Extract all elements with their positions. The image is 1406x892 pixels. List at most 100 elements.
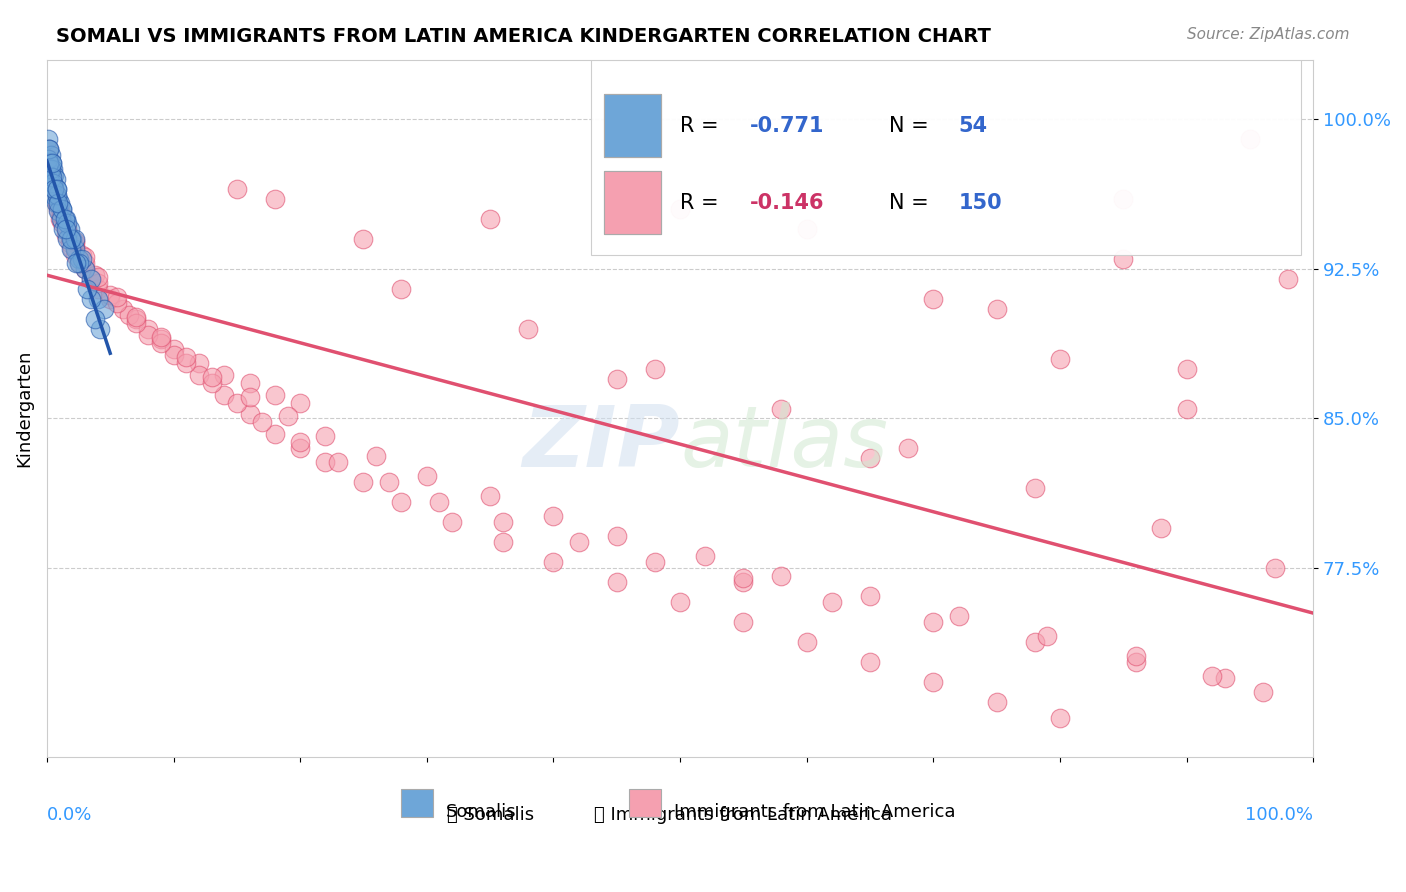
Point: [38, 142, 60, 156]
Point: [288, 435, 311, 450]
Point: [225, 182, 247, 196]
Point: [644, 361, 666, 376]
Text: 150: 150: [959, 193, 1002, 212]
Point: [733, 571, 755, 585]
Point: [922, 674, 945, 689]
Point: [73, 256, 96, 270]
Point: [1112, 192, 1135, 206]
Point: [1175, 361, 1198, 376]
Point: [859, 589, 882, 603]
Point: [1264, 561, 1286, 575]
Text: R =: R =: [681, 193, 725, 212]
Text: SOMALI VS IMMIGRANTS FROM LATIN AMERICA KINDERGARTEN CORRELATION CHART: SOMALI VS IMMIGRANTS FROM LATIN AMERICA …: [56, 27, 991, 45]
Point: [821, 595, 844, 609]
FancyBboxPatch shape: [630, 789, 661, 817]
Point: [80, 292, 103, 306]
Point: [53, 212, 76, 227]
Text: 54: 54: [959, 116, 988, 136]
Point: [1024, 634, 1046, 648]
Point: [669, 202, 692, 216]
Point: [38, 142, 60, 156]
Point: [366, 450, 388, 464]
Point: [46, 196, 69, 211]
Point: [51, 202, 73, 216]
Point: [543, 555, 565, 569]
Point: [84, 268, 107, 282]
Point: [733, 574, 755, 589]
Point: [225, 395, 247, 409]
Point: [770, 401, 793, 416]
Point: [1277, 272, 1299, 286]
Point: [212, 387, 235, 401]
Point: [162, 342, 184, 356]
Point: [733, 615, 755, 629]
Point: [51, 202, 73, 216]
Point: [55, 222, 77, 236]
Point: [1239, 132, 1261, 146]
Text: ⬜ Somalis: ⬜ Somalis: [447, 806, 534, 824]
Point: [56, 232, 79, 246]
Point: [41, 176, 63, 190]
Point: [174, 350, 197, 364]
Point: [1125, 648, 1147, 663]
Point: [63, 235, 86, 250]
Point: [1251, 684, 1274, 698]
Point: [86, 282, 108, 296]
Text: ZIP: ZIP: [523, 402, 681, 485]
Point: [73, 262, 96, 277]
Point: [45, 196, 67, 211]
Point: [46, 204, 69, 219]
Point: [39, 168, 62, 182]
Point: [63, 240, 86, 254]
Point: [37, 142, 59, 156]
Point: [1213, 671, 1236, 685]
Point: [73, 250, 96, 264]
Point: [59, 222, 82, 236]
Point: [162, 348, 184, 362]
Point: [38, 168, 60, 182]
Text: R =: R =: [681, 116, 725, 136]
Point: [276, 409, 298, 424]
Point: [52, 222, 75, 236]
Point: [60, 242, 83, 256]
Point: [56, 224, 79, 238]
Point: [124, 311, 146, 326]
Point: [49, 212, 72, 227]
Point: [39, 162, 62, 177]
Point: [44, 182, 66, 196]
Point: [38, 156, 60, 170]
Point: [56, 216, 79, 230]
Point: [263, 192, 285, 206]
Point: [1049, 351, 1071, 366]
Point: [42, 188, 65, 202]
Point: [644, 555, 666, 569]
Point: [859, 451, 882, 466]
Point: [149, 332, 172, 346]
Point: [48, 196, 70, 211]
Point: [1125, 655, 1147, 669]
Point: [46, 182, 69, 196]
Point: [353, 232, 375, 246]
Point: [105, 290, 128, 304]
Point: [45, 172, 67, 186]
Point: [200, 376, 222, 390]
Point: [67, 252, 90, 266]
Text: -0.146: -0.146: [749, 193, 824, 212]
Point: [76, 282, 98, 296]
Point: [187, 368, 209, 382]
Point: [48, 202, 70, 216]
Point: [98, 292, 121, 306]
Point: [55, 218, 77, 232]
Point: [46, 182, 69, 196]
Point: [238, 408, 260, 422]
Point: [48, 212, 70, 227]
Point: [72, 252, 94, 266]
Text: Source: ZipAtlas.com: Source: ZipAtlas.com: [1187, 27, 1350, 42]
Point: [55, 212, 77, 227]
Text: atlas: atlas: [681, 402, 889, 485]
Point: [238, 390, 260, 404]
Point: [1024, 481, 1046, 495]
Point: [517, 322, 540, 336]
Point: [41, 168, 63, 182]
Point: [93, 301, 115, 316]
